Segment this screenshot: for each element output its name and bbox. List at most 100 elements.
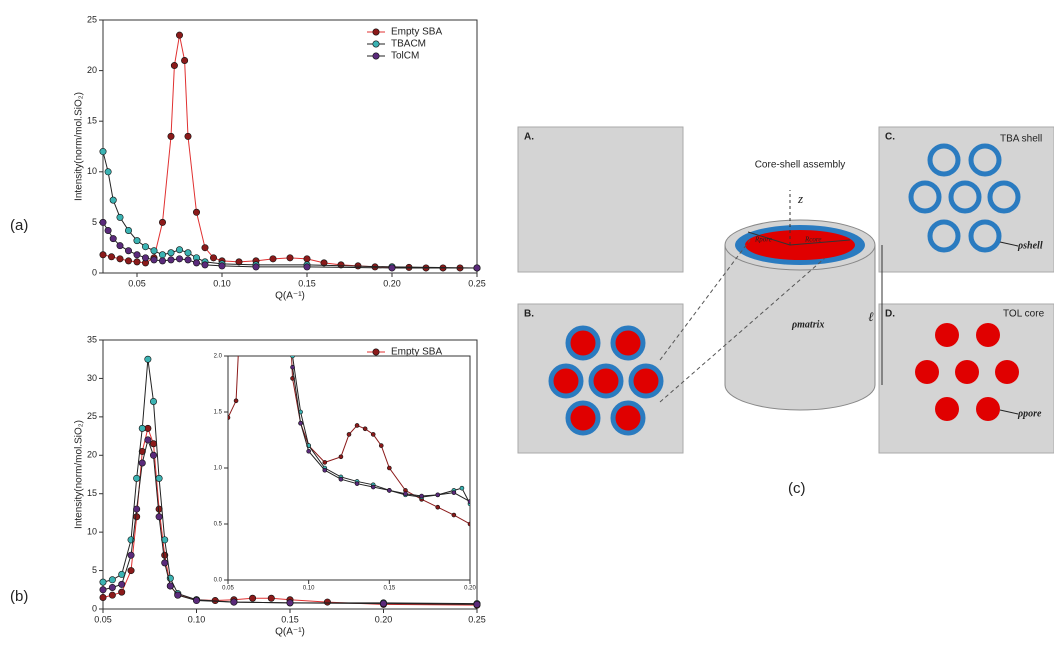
data-point [290,364,295,370]
data-point [104,168,112,176]
x-tick-label: 0.05 [94,614,112,624]
data-point [155,513,163,521]
data-point [125,226,133,234]
data-point [133,474,141,482]
y-tick-label: 0 [92,603,97,613]
data-point [161,559,169,567]
data-point [378,443,384,448]
data-point [210,254,218,262]
data-point [233,398,239,404]
y-tick-label: 15 [87,488,97,498]
data-point [166,582,174,590]
data-point [116,213,124,221]
data-point [303,255,311,263]
panel-label: (a) [10,217,28,234]
panel-label: (b) [10,588,28,605]
data-point [184,132,192,140]
data-point [176,31,184,39]
data-point [193,597,201,605]
data-point [142,254,150,262]
x-tick-label: 0.25 [468,614,486,624]
legend-marker [372,40,380,48]
data-point [108,583,116,591]
x-tick-label: 0.05 [222,586,234,592]
x-axis-label: Q(A⁻¹) [275,291,305,302]
data-point [149,440,157,448]
series-group [99,355,481,609]
data-point [116,255,124,263]
data-point [362,426,368,432]
data-point [176,246,184,254]
data-point [228,415,231,420]
axis-label: z [797,191,803,206]
data-point [346,432,352,437]
data-point [176,255,184,263]
data-point [298,420,303,426]
series-line [292,356,470,505]
legend-label: Empty SBA [391,347,442,358]
plot-area [227,355,471,581]
data-point [170,62,178,70]
data-point [435,492,441,498]
data-point [286,599,294,607]
data-point [149,397,157,405]
data-point [133,237,141,245]
data-point [99,586,107,594]
data-point [108,576,116,584]
data-point [138,459,146,467]
data-point [201,244,209,252]
data-point [467,499,470,504]
data-point [108,253,116,261]
data-point [370,484,376,490]
data-point [99,148,107,156]
data-point [149,451,157,459]
data-point [320,259,328,267]
data-point [338,476,344,482]
x-tick-label: 0.25 [468,278,486,288]
panel-id: D. [885,309,895,320]
x-tick-label: 0.15 [298,278,316,288]
y-tick-label: 15 [87,116,97,126]
y-tick-label: 20 [87,65,97,75]
data-point [419,493,424,499]
legend-marker [372,348,380,356]
schematic [517,126,1054,454]
series-group [228,298,470,527]
data-point [99,251,107,259]
data-point [451,490,457,495]
radius-label: Rcore [804,236,821,244]
y-tick-label: 20 [87,450,97,460]
radius-label: Rpore [754,236,772,244]
y-tick-label: 10 [87,527,97,537]
legend-marker [372,52,380,60]
data-point [116,242,124,250]
data-point [150,247,158,255]
data-point [159,257,167,265]
data-point [267,594,275,602]
data-point [174,591,182,599]
data-point [239,298,243,302]
series-group [99,31,481,272]
data-point [387,488,392,493]
data-point [159,251,167,259]
data-point [323,598,331,606]
data-point [337,261,345,269]
data-point [108,591,116,599]
data-point [133,513,141,521]
data-point [467,521,470,527]
y-tick-label: 1.5 [214,410,223,416]
data-point [155,474,163,482]
data-point [230,598,238,606]
data-point [379,600,387,608]
data-point [104,226,112,234]
data-point [118,580,126,588]
x-tick-label: 0.20 [464,586,476,592]
data-point [403,491,408,497]
y-tick-label: 10 [87,166,97,176]
panel-id: B. [524,309,534,320]
y-tick-label: 35 [87,334,97,344]
legend-marker [372,28,380,36]
x-tick-label: 0.15 [383,586,395,592]
data-point [133,505,141,513]
